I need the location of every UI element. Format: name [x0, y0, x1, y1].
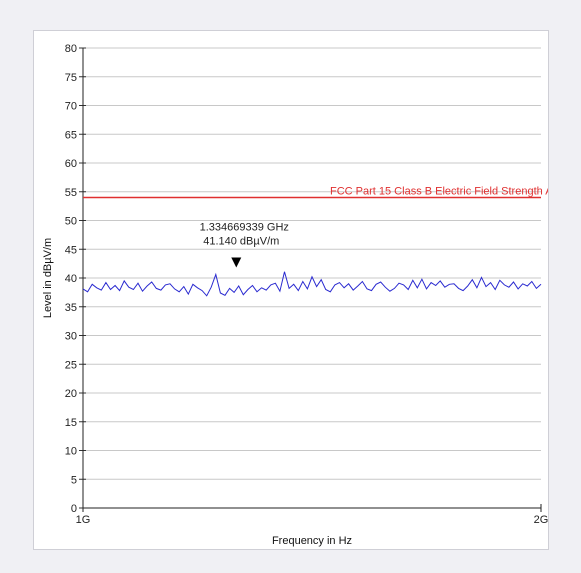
- x-tick-label: 2G: [534, 514, 548, 526]
- y-tick-label: 35: [65, 302, 77, 314]
- chart-frame: 0 5 10 15 20 25 30 35 40 45 50 55 60 65 70 75 80 1G 2G Freq…: [33, 30, 549, 550]
- y-tick-label: 10: [65, 446, 77, 458]
- y-tick-label: 70: [65, 101, 77, 113]
- data-series-line: [82, 271, 542, 297]
- x-tick-label: 1G: [76, 514, 91, 526]
- y-tick-label: 0: [71, 503, 77, 515]
- limit-line-label: FCC Part 15 Class B Electric Field Stren…: [330, 186, 548, 198]
- y-tick-label: 20: [65, 388, 77, 400]
- y-tick-label: 55: [65, 187, 77, 199]
- emi-spectrum-chart: 0 5 10 15 20 25 30 35 40 45 50 55 60 65 70 75 80 1G 2G Freq…: [42, 43, 548, 547]
- y-tick-label: 45: [65, 244, 77, 256]
- y-tick-label: 5: [71, 474, 77, 486]
- y-tick-label: 15: [65, 417, 77, 429]
- y-axis-title: Level in dBµV/m: [42, 238, 54, 318]
- marker-level-label: 41.140 dBµV/m: [203, 235, 279, 247]
- y-tick-label: 40: [65, 273, 77, 285]
- y-tick-label: 60: [65, 158, 77, 170]
- y-tick-label: 50: [65, 216, 77, 228]
- marker-frequency-label: 1.334669339 GHz: [200, 221, 289, 233]
- y-tick-label: 80: [65, 43, 77, 55]
- y-tick-label: 75: [65, 72, 77, 84]
- peak-marker-icon: [231, 257, 242, 268]
- x-axis-title: Frequency in Hz: [272, 535, 352, 547]
- y-tick-label: 65: [65, 129, 77, 141]
- y-tick-label: 30: [65, 331, 77, 343]
- y-tick-label: 25: [65, 359, 77, 371]
